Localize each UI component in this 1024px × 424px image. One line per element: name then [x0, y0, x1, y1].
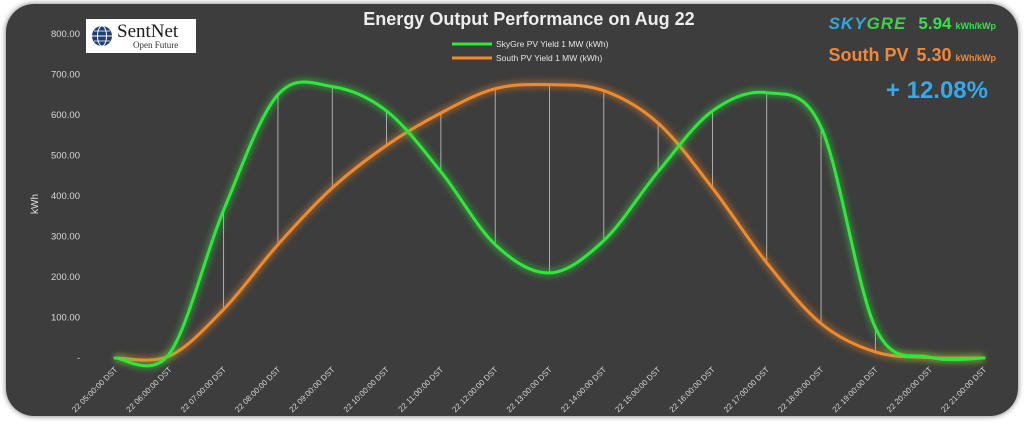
x-tick-label: 22 17:00:00 DST: [722, 365, 771, 414]
improvement-percentage: + 12.08%: [885, 77, 988, 104]
sentnet-logo: SentNet Open Future: [86, 19, 196, 53]
south-pv-value: 5.30: [916, 45, 952, 65]
south-pv-unit: kWh/kWp: [955, 53, 997, 63]
series-lines: [113, 78, 986, 370]
x-tick-label: 22 19:00:00 DST: [831, 365, 880, 414]
y-tick-label: -: [77, 353, 80, 364]
x-tick-label: 22 05:00:00 DST: [70, 365, 119, 414]
x-tick-label: 22 20:00:00 DST: [885, 365, 934, 414]
x-tick-label: 22 11:00:00 DST: [397, 365, 446, 414]
skygre-value: 5.94: [918, 14, 952, 33]
y-tick-label: 400.00: [51, 191, 80, 202]
legend-label-south: South PV Yield 1 MW (kWh): [496, 53, 602, 63]
y-axis-ticks: - 100.00 200.00 300.00 400.00 500.00 600.00 700…: [51, 29, 80, 364]
x-tick-label: 22 09:00:00 DST: [288, 365, 337, 414]
y-tick-label: 500.00: [51, 151, 80, 162]
y-tick-label: 600.00: [51, 110, 80, 121]
y-tick-label: 700.00: [51, 70, 80, 81]
y-tick-label: 100.00: [51, 313, 80, 324]
x-tick-label: 22 21:00:00 DST: [939, 365, 988, 414]
x-tick-label: 22 18:00:00 DST: [776, 365, 825, 414]
south-pv-kpi: South PV 5.30 kWh/kWp: [828, 45, 996, 66]
x-axis-ticks: 22 05:00:00 DST 22 06:00:00 DST 22 07:00:0…: [70, 365, 988, 414]
legend: SkyGre PV Yield 1 MW (kWh) South PV Yiel…: [452, 39, 609, 63]
x-tick-label: 22 06:00:00 DST: [125, 365, 174, 414]
chart-panel: Energy Output Performance on Aug 22 kWh …: [6, 4, 1018, 416]
x-tick-label: 22 10:00:00 DST: [342, 365, 391, 414]
legend-label-skygre: SkyGre PV Yield 1 MW (kWh): [496, 39, 609, 49]
logo-name: SentNet: [117, 20, 179, 42]
series-line-south: [113, 82, 986, 362]
x-tick-label: 22 07:00:00 DST: [179, 365, 228, 414]
x-tick-label: 22 16:00:00 DST: [668, 365, 717, 414]
performance-chart: Energy Output Performance on Aug 22 kWh …: [30, 9, 988, 414]
skygre-brand: SKYGRE: [828, 14, 907, 33]
skygre-kpi: SKYGRE 5.94 kWh/kWp: [829, 14, 996, 34]
x-tick-label: 22 14:00:00 DST: [559, 365, 608, 414]
x-tick-label: 22 13:00:00 DST: [505, 365, 554, 414]
logo-tagline: Open Future: [132, 39, 179, 50]
y-tick-label: 800.00: [51, 29, 80, 40]
south-pv-label: South PV: [828, 45, 909, 65]
x-tick-label: 22 15:00:00 DST: [613, 365, 662, 414]
x-tick-label: 22 08:00:00 DST: [233, 365, 282, 414]
x-tick-label: 22 12:00:00 DST: [450, 365, 499, 414]
y-axis-label: kWh: [30, 194, 41, 214]
y-tick-label: 300.00: [51, 232, 80, 243]
globe-icon: [92, 25, 112, 47]
series-line-skygre: [113, 80, 986, 368]
y-tick-label: 200.00: [51, 272, 80, 283]
skygre-unit: kWh/kWp: [955, 21, 997, 31]
drop-lines: [223, 84, 876, 352]
chart-title: Energy Output Performance on Aug 22: [363, 9, 694, 29]
